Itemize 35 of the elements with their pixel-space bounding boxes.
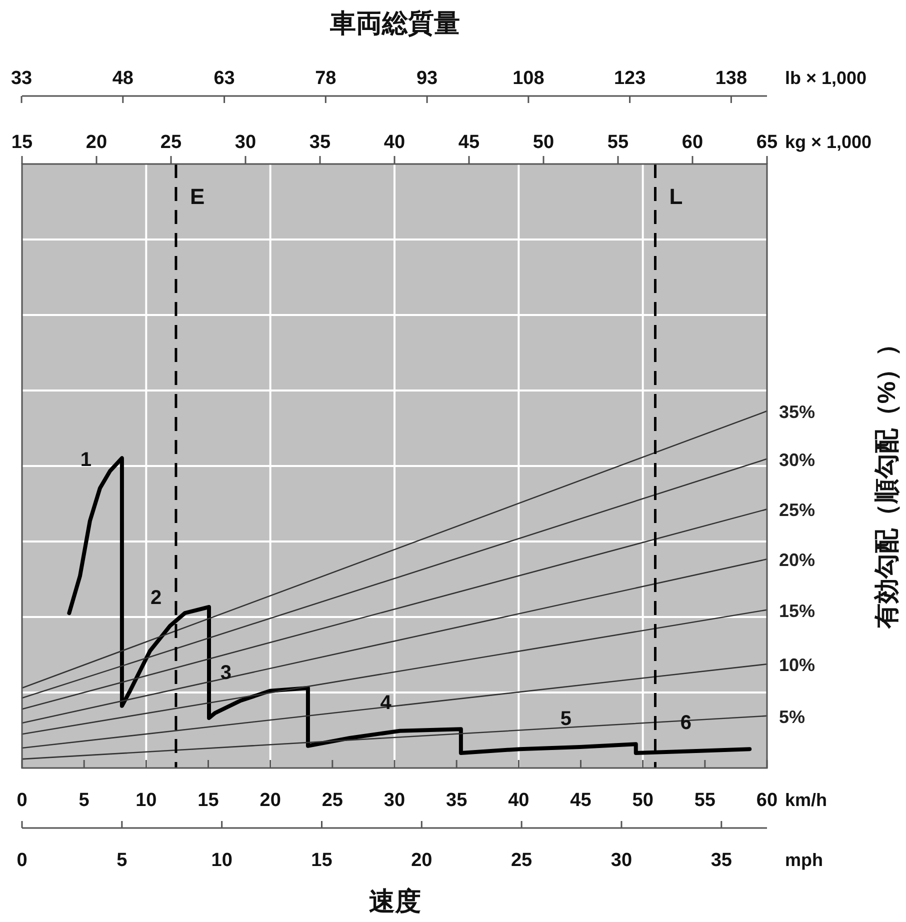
y-axis-title: 有効勾配（順勾配（%）） — [873, 331, 901, 630]
x-tick-label: 30 — [384, 790, 406, 811]
series-label: 15% — [779, 600, 816, 621]
series-label: 30% — [779, 450, 816, 470]
ref-line-label: L — [669, 184, 683, 209]
text: lb × 1,000 — [785, 68, 867, 88]
series-label: 20% — [779, 550, 816, 570]
x-tick-label: 10 — [136, 790, 157, 811]
series-label: 25% — [779, 500, 816, 520]
chart-title: 車両総質量 — [329, 8, 460, 38]
x-tick-label: 35 — [446, 790, 468, 811]
x-tick-label: 25 — [322, 790, 344, 811]
x-tick-label: 50 — [632, 790, 654, 811]
x-tick-label: 0 — [16, 790, 28, 811]
mph-scale: 0 5 10 15 20 25 30 35 — [16, 821, 767, 871]
series-label: 5% — [779, 706, 806, 727]
x-tick-label: 60 — [756, 790, 778, 811]
annotation: 2 — [150, 586, 162, 609]
series-label: 35% — [779, 402, 816, 422]
kg-scale: 15 20 25 30 35 40 45 50 55 60 65 — [11, 132, 778, 164]
series-label: 10% — [779, 655, 816, 676]
text: kg × 1,000 — [785, 132, 872, 152]
lb-scale: 33 48 63 78 93 108 123 138 — [10, 68, 767, 103]
x-tick-label: 45 — [570, 790, 592, 811]
text: km/h — [785, 790, 828, 810]
x-tick-label: 5 — [78, 790, 90, 811]
annotation: 5 — [560, 708, 572, 730]
x-tick-label: 20 — [260, 790, 281, 811]
x-tick-label: 40 — [508, 790, 530, 811]
text: mph — [785, 850, 823, 870]
x-tick-label: 15 — [198, 790, 220, 811]
x-tick-label: 55 — [694, 790, 716, 811]
x-axis-title: 速度 — [369, 886, 421, 916]
annotation: 1 — [80, 449, 92, 472]
ref-line-label: E — [190, 184, 205, 209]
